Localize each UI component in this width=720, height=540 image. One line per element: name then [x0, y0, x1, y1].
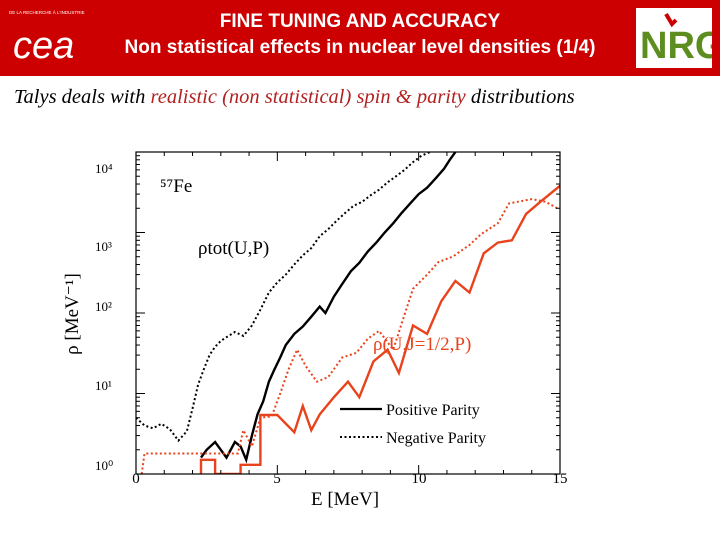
series-line-tot_neg [136, 152, 431, 443]
header-bar: DE LA RECHERCHE À L'INDUSTRIE cea FINE T… [0, 0, 720, 76]
x-axis-label: E [MeV] [311, 489, 379, 510]
subtitle-text-start: Talys deals with [14, 86, 151, 108]
x-tick-label: 10 [412, 471, 427, 487]
axis-ticks [135, 151, 561, 475]
nrg-logo: NRG [636, 8, 712, 68]
y-tick-label: 10³ [95, 239, 112, 254]
slide-subtitle: Talys deals with realistic (non statisti… [14, 86, 714, 109]
y-tick-label: 10² [95, 299, 112, 314]
legend-label-positive: Positive Parity [386, 402, 480, 419]
subtitle-text-end: distributions [465, 86, 575, 108]
level-density-chart: 10⁴ 10³ 10² 10¹ 10⁰ 0 5 10 15 E [MeV] ρ … [62, 151, 568, 510]
y-axis-label: ρ [MeV⁻¹] [62, 273, 83, 355]
page-subtitle: Non statistical effects in nuclear level… [124, 37, 596, 58]
legend-label-negative: Negative Parity [386, 430, 486, 447]
subtitle-highlight: realistic (non statistical) spin & parit… [150, 86, 466, 108]
page-title: FINE TUNING AND ACCURACY [219, 11, 501, 32]
x-tick-label: 5 [273, 471, 281, 487]
plot-frame [135, 151, 561, 475]
series-group [136, 152, 560, 474]
cea-wordmark: cea [13, 25, 74, 66]
y-tick-label: 10⁰ [95, 458, 113, 473]
cea-logo: DE LA RECHERCHE À L'INDUSTRIE cea [9, 9, 85, 66]
cea-tagline: DE LA RECHERCHE À L'INDUSTRIE [9, 9, 85, 15]
x-tick-label: 15 [553, 471, 568, 487]
x-tick-label: 0 [132, 471, 140, 487]
spin-density-label: ρ(U,J=1/2,P) [373, 334, 471, 355]
nrg-wordmark: NRG [640, 25, 712, 67]
y-tick-label: 10¹ [95, 378, 112, 393]
isotope-label: ⁵⁷Fe [160, 176, 192, 197]
y-tick-label: 10⁴ [95, 161, 113, 176]
series-line-spin_pos [199, 184, 560, 474]
total-density-label: ρtot(U,P) [198, 238, 269, 259]
